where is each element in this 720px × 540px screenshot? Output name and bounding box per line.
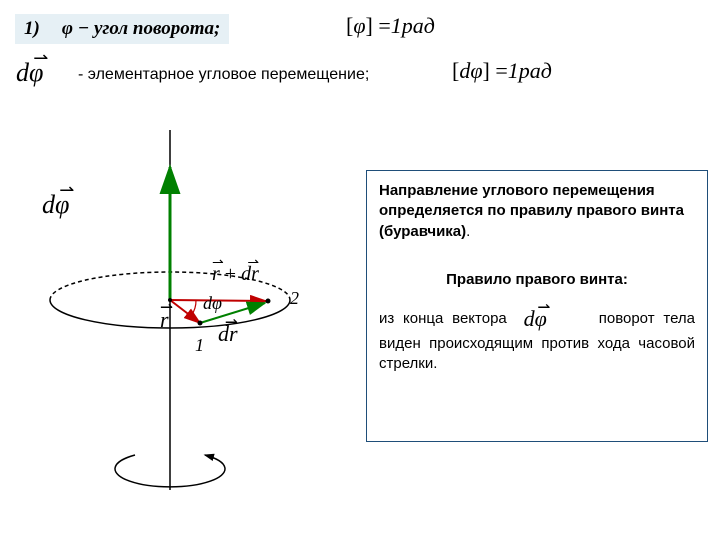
label-dphi-top: dφ⇀ xyxy=(42,190,69,220)
rule-a: из конца вектора xyxy=(379,310,507,327)
dphi-symbol: dφ⇀ xyxy=(16,58,43,88)
point2-dot xyxy=(266,299,271,304)
label-dr: dr⇀ xyxy=(218,321,238,347)
rule-c: виден происходящим против хода часовой с… xyxy=(379,335,695,372)
label-pt1: 1 xyxy=(195,335,204,356)
angle-arc xyxy=(191,300,196,316)
rule-b: поворот тела xyxy=(599,310,695,327)
rule-body: из конца вектора dφ⇀ поворот тела виден … xyxy=(379,304,695,374)
phi-label: φ − угол поворота; xyxy=(62,18,221,39)
point1-dot xyxy=(198,321,203,326)
unit2-formula: [dφ] =1рад xyxy=(452,58,552,84)
para1: Направление углового перемещения определ… xyxy=(379,181,695,242)
label-dphi-angle: dφ xyxy=(203,293,222,314)
unit1-formula: [φ] =1рад xyxy=(346,13,435,39)
rule-dphi-inline: dφ⇀ xyxy=(516,304,555,334)
rule-title: Правило правого винта: xyxy=(379,270,695,290)
label-r: r⇀ xyxy=(160,307,169,333)
page-root: 1) φ − угол поворота; [φ] =1рад dφ⇀ - эл… xyxy=(0,0,720,540)
label-pt2: 2 xyxy=(290,288,299,309)
label-r-plus-dr: r⇀ + dr⇀ xyxy=(212,263,259,286)
para1-c: . xyxy=(466,223,470,240)
line1-highlight: 1) φ − угол поворота; xyxy=(15,14,229,44)
item-number: 1) xyxy=(24,18,40,39)
rule-textbox: Направление углового перемещения определ… xyxy=(366,170,708,442)
dphi-desc: - элементарное угловое перемещение; xyxy=(78,66,369,84)
